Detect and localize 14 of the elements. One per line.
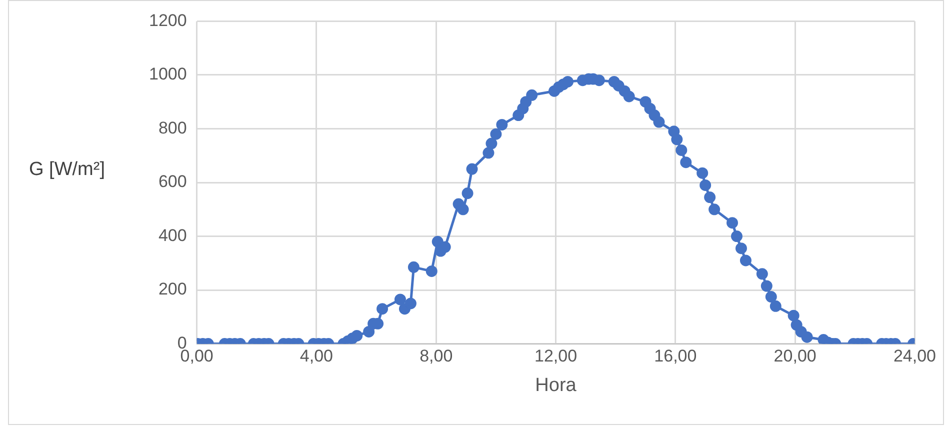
y-tick-label: 600: [158, 172, 187, 192]
y-tick-label: 200: [158, 280, 187, 299]
x-tick-label: 16,00: [654, 346, 697, 366]
y-tick-label: 1200: [148, 10, 187, 30]
x-tick-label: 12,00: [534, 346, 578, 366]
y-tick-label: 800: [158, 118, 187, 138]
x-tick-label: 20,00: [774, 346, 816, 366]
x-tick-label: 4,00: [300, 346, 334, 366]
y-tick-label: 400: [158, 226, 187, 245]
x-tick-label: 24,00: [893, 346, 936, 366]
x-axis-title: Hora: [535, 374, 577, 396]
y-axis-title: G [W/m²]: [29, 159, 105, 181]
x-tick-label: 8,00: [420, 346, 453, 366]
y-tick-label: 1000: [148, 64, 187, 84]
